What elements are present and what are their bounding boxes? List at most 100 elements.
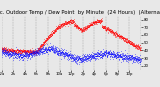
Point: [113, 33, 115, 34]
Point: [112, 32, 114, 33]
Point: [29, 49, 32, 50]
Point: [90, 25, 92, 26]
Point: [88, 56, 91, 57]
Point: [31, 55, 34, 56]
Point: [14, 51, 17, 53]
Point: [99, 54, 102, 56]
Point: [90, 23, 93, 24]
Point: [4, 48, 6, 50]
Point: [59, 53, 61, 54]
Point: [54, 49, 57, 50]
Point: [70, 57, 73, 58]
Point: [123, 40, 125, 41]
Point: [105, 29, 107, 30]
Point: [37, 52, 39, 54]
Point: [41, 45, 43, 46]
Point: [49, 35, 52, 37]
Point: [45, 39, 48, 41]
Point: [138, 59, 140, 61]
Point: [36, 52, 38, 53]
Point: [104, 27, 107, 28]
Point: [49, 33, 52, 35]
Point: [51, 33, 53, 35]
Point: [100, 20, 103, 21]
Point: [61, 52, 64, 53]
Point: [35, 52, 38, 53]
Point: [105, 28, 108, 30]
Point: [67, 20, 69, 21]
Point: [1, 47, 4, 48]
Point: [64, 52, 67, 54]
Point: [80, 29, 82, 30]
Point: [21, 52, 23, 53]
Point: [12, 48, 14, 49]
Point: [87, 55, 90, 56]
Point: [49, 46, 52, 47]
Point: [81, 30, 84, 32]
Point: [136, 45, 139, 47]
Point: [67, 21, 69, 23]
Point: [121, 55, 124, 56]
Point: [38, 49, 41, 50]
Point: [28, 52, 31, 53]
Point: [124, 58, 127, 59]
Point: [1, 50, 4, 52]
Point: [139, 50, 142, 51]
Point: [133, 45, 136, 46]
Point: [32, 52, 34, 53]
Point: [121, 57, 123, 58]
Point: [94, 55, 96, 56]
Point: [54, 50, 56, 51]
Point: [101, 57, 104, 58]
Point: [62, 24, 64, 25]
Point: [80, 57, 82, 59]
Point: [39, 51, 41, 52]
Point: [54, 52, 56, 53]
Point: [73, 21, 75, 23]
Point: [23, 56, 25, 57]
Point: [52, 29, 55, 31]
Point: [88, 24, 91, 25]
Point: [47, 48, 49, 50]
Point: [129, 59, 132, 60]
Point: [1, 48, 4, 50]
Point: [117, 54, 120, 55]
Point: [133, 43, 135, 45]
Point: [136, 59, 138, 61]
Point: [27, 55, 30, 57]
Point: [43, 42, 45, 43]
Point: [59, 24, 62, 25]
Point: [61, 22, 64, 24]
Point: [86, 58, 89, 59]
Point: [18, 51, 20, 52]
Point: [119, 54, 122, 56]
Point: [26, 53, 29, 55]
Point: [17, 50, 20, 51]
Point: [103, 50, 105, 51]
Point: [38, 46, 41, 48]
Point: [90, 57, 93, 58]
Point: [67, 54, 70, 56]
Point: [60, 52, 62, 53]
Point: [123, 55, 126, 57]
Point: [12, 50, 15, 51]
Point: [98, 55, 100, 57]
Point: [15, 50, 18, 52]
Point: [77, 58, 80, 59]
Point: [134, 45, 136, 47]
Point: [121, 54, 124, 56]
Point: [32, 53, 35, 54]
Point: [50, 31, 53, 33]
Point: [49, 50, 51, 51]
Point: [53, 49, 55, 51]
Point: [53, 49, 56, 51]
Point: [122, 37, 125, 38]
Point: [35, 50, 38, 51]
Point: [80, 58, 83, 59]
Point: [16, 53, 18, 55]
Point: [82, 54, 84, 55]
Point: [131, 43, 133, 45]
Point: [56, 28, 59, 29]
Point: [36, 48, 39, 49]
Point: [83, 59, 85, 61]
